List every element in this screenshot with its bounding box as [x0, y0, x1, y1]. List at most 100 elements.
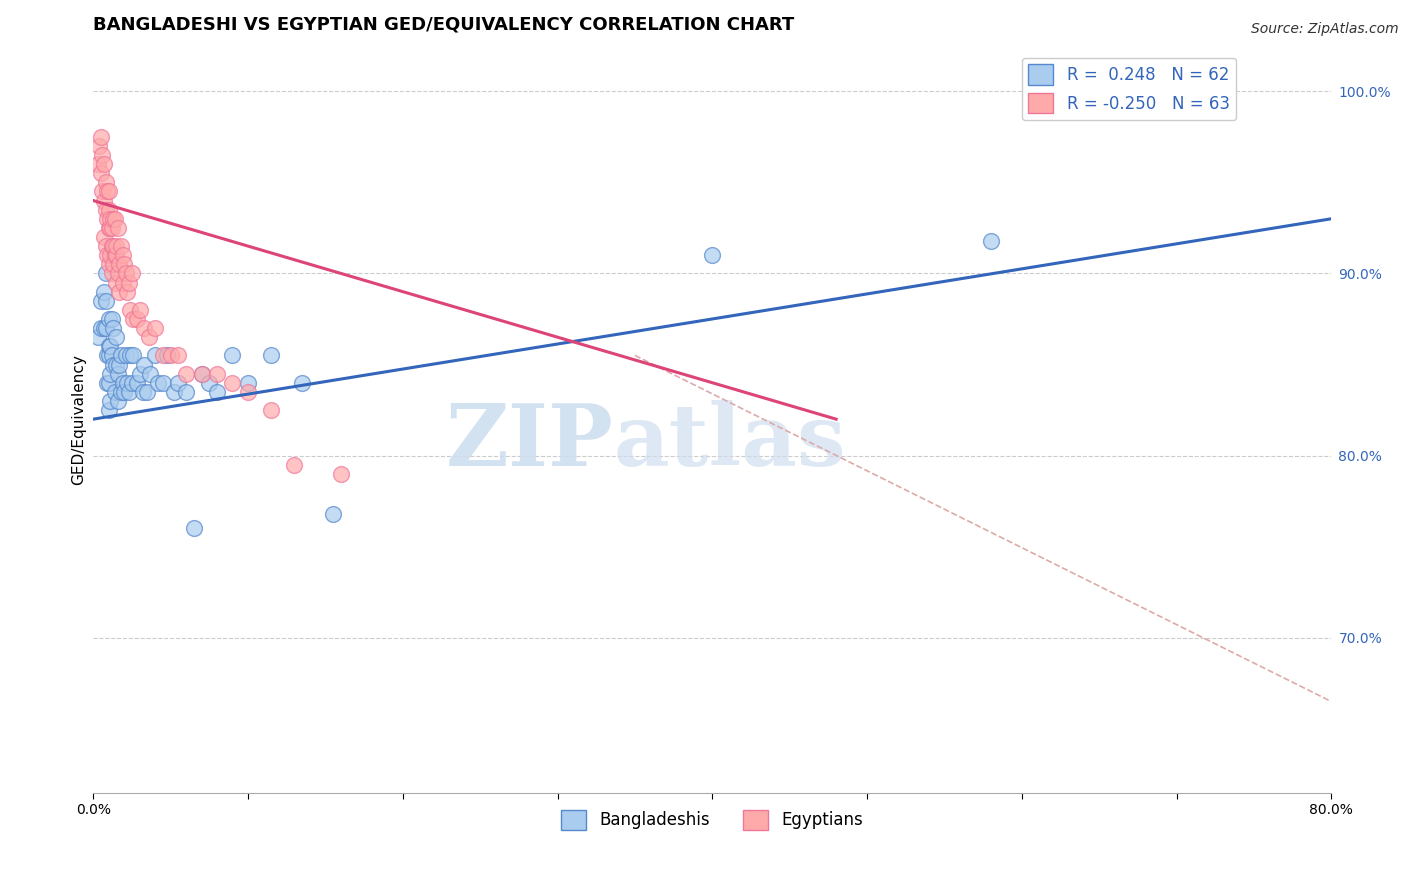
Point — [183, 521, 205, 535]
Point — [96, 376, 118, 390]
Point — [97, 403, 120, 417]
Point — [96, 248, 118, 262]
Point — [114, 267, 136, 281]
Point — [87, 157, 110, 171]
Point — [103, 257, 125, 271]
Point — [98, 220, 121, 235]
Point — [94, 321, 117, 335]
Point — [97, 348, 120, 362]
Point — [93, 194, 115, 208]
Point — [97, 312, 120, 326]
Point — [94, 202, 117, 217]
Point — [205, 367, 228, 381]
Point — [96, 211, 118, 226]
Point — [174, 384, 197, 399]
Point — [190, 367, 212, 381]
Point — [90, 293, 112, 308]
Point — [107, 393, 129, 408]
Point — [94, 239, 117, 253]
Point — [167, 376, 190, 390]
Point — [136, 384, 159, 399]
Point — [322, 507, 344, 521]
Point — [96, 348, 118, 362]
Point — [90, 321, 112, 335]
Point — [283, 458, 305, 472]
Point — [100, 312, 122, 326]
Text: atlas: atlas — [613, 400, 846, 483]
Point — [122, 312, 145, 326]
Point — [103, 358, 125, 372]
Point — [329, 467, 352, 481]
Point — [980, 234, 1002, 248]
Point — [221, 376, 243, 390]
Point — [125, 376, 148, 390]
Point — [115, 285, 138, 299]
Point — [702, 248, 724, 262]
Point — [128, 302, 150, 317]
Point — [108, 358, 131, 372]
Point — [156, 348, 179, 362]
Point — [260, 348, 283, 362]
Point — [128, 367, 150, 381]
Point — [132, 384, 155, 399]
Point — [112, 384, 135, 399]
Point — [98, 248, 121, 262]
Point — [110, 348, 132, 362]
Text: BANGLADESHI VS EGYPTIAN GED/EQUIVALENCY CORRELATION CHART: BANGLADESHI VS EGYPTIAN GED/EQUIVALENCY … — [93, 15, 794, 33]
Point — [236, 376, 259, 390]
Point — [104, 384, 127, 399]
Point — [121, 376, 143, 390]
Point — [98, 393, 121, 408]
Point — [118, 384, 141, 399]
Point — [291, 376, 314, 390]
Point — [110, 384, 132, 399]
Point — [104, 248, 127, 262]
Point — [107, 220, 129, 235]
Point — [111, 376, 134, 390]
Point — [91, 148, 114, 162]
Point — [94, 293, 117, 308]
Point — [112, 257, 135, 271]
Point — [100, 348, 122, 362]
Point — [93, 285, 115, 299]
Point — [152, 376, 174, 390]
Point — [94, 267, 117, 281]
Point — [198, 376, 221, 390]
Point — [97, 376, 120, 390]
Point — [105, 276, 128, 290]
Point — [108, 257, 131, 271]
Point — [91, 185, 114, 199]
Point — [111, 248, 134, 262]
Point — [236, 384, 259, 399]
Legend: Bangladeshis, Egyptians: Bangladeshis, Egyptians — [554, 803, 870, 837]
Point — [97, 202, 120, 217]
Point — [105, 239, 128, 253]
Point — [98, 367, 121, 381]
Point — [87, 330, 110, 344]
Point — [221, 348, 243, 362]
Point — [90, 166, 112, 180]
Point — [103, 239, 125, 253]
Point — [138, 330, 160, 344]
Point — [93, 157, 115, 171]
Point — [205, 384, 228, 399]
Point — [94, 175, 117, 189]
Point — [167, 348, 190, 362]
Point — [97, 257, 120, 271]
Point — [89, 139, 111, 153]
Point — [152, 348, 174, 362]
Point — [100, 239, 122, 253]
Point — [97, 185, 120, 199]
Point — [107, 267, 129, 281]
Point — [139, 367, 162, 381]
Point — [105, 330, 128, 344]
Point — [103, 211, 125, 226]
Point — [120, 348, 142, 362]
Point — [174, 367, 197, 381]
Point — [107, 367, 129, 381]
Point — [104, 211, 127, 226]
Point — [120, 302, 142, 317]
Point — [93, 321, 115, 335]
Point — [93, 230, 115, 244]
Point — [100, 220, 122, 235]
